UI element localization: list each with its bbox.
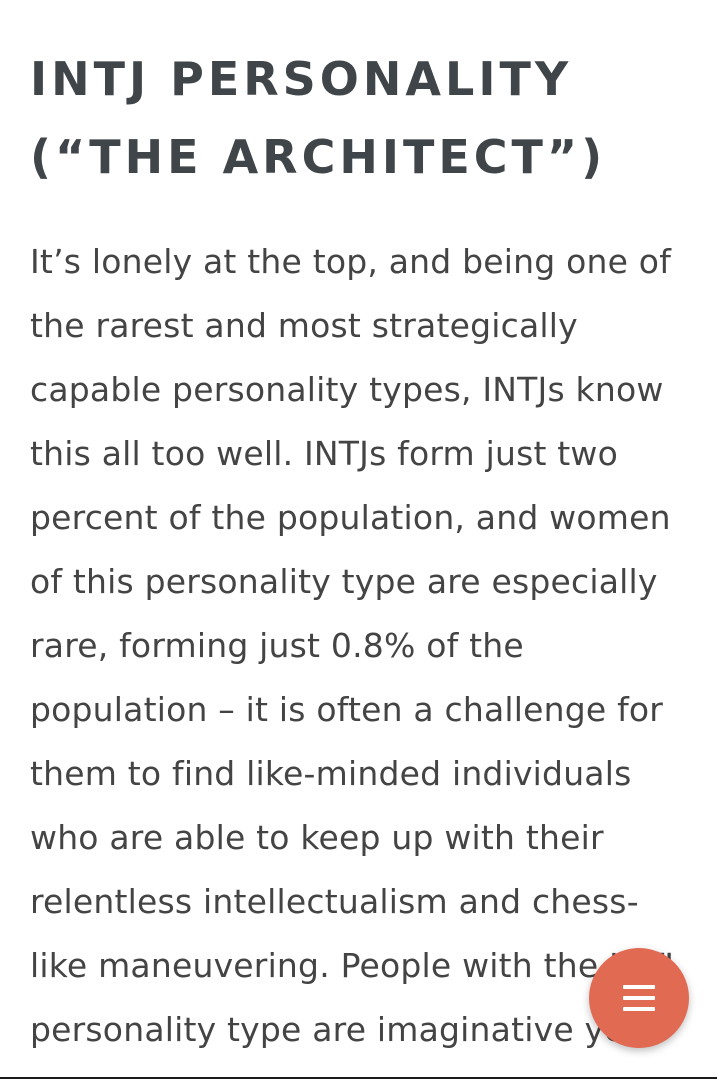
page-title: INTJ PERSONALITY (“THE ARCHITECT”) <box>30 52 607 184</box>
menu-button[interactable] <box>589 948 689 1048</box>
bottom-divider <box>0 1077 717 1079</box>
hamburger-menu-icon <box>622 984 656 1012</box>
article-paragraph: It’s lonely at the top, and being one of… <box>30 242 675 1049</box>
